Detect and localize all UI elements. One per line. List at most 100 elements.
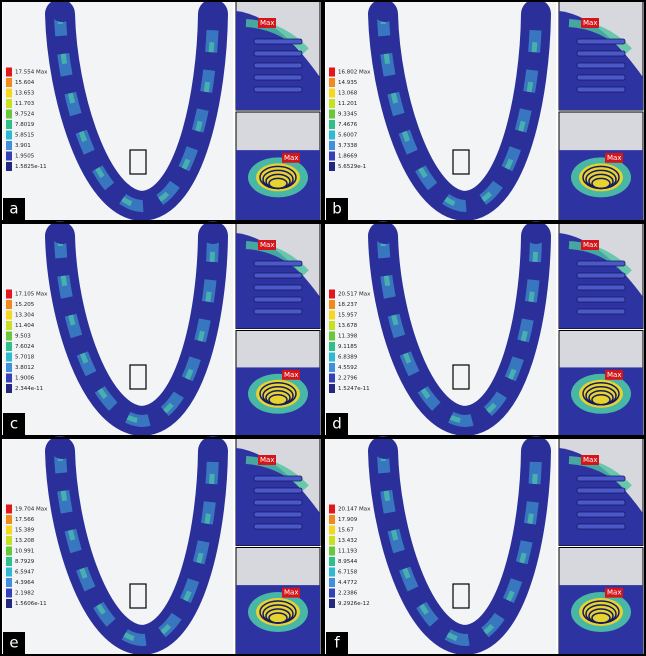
legend-swatch	[6, 321, 12, 330]
legend-swatch	[6, 536, 12, 545]
legend-label: 11.398	[338, 334, 358, 340]
thread	[254, 63, 302, 68]
legend-swatch	[329, 120, 335, 129]
legend-swatch	[329, 363, 335, 372]
panel-label: e	[9, 634, 18, 652]
thread	[254, 87, 302, 92]
thread	[577, 500, 625, 505]
legend-label: 19.704 Max	[15, 507, 48, 513]
max-tag-label: Max	[583, 456, 597, 464]
thread	[254, 75, 302, 80]
legend-swatch	[6, 332, 12, 341]
condyle	[52, 443, 72, 459]
legend-swatch	[329, 384, 335, 393]
legend-swatch	[329, 589, 335, 598]
legend-label: 13.068	[338, 91, 358, 97]
legend-label: 7.6024	[15, 344, 35, 350]
legend-label: 11.193	[338, 549, 358, 555]
condyle	[203, 228, 223, 244]
condyle	[203, 443, 223, 459]
legend-label: 5.8515	[15, 133, 35, 139]
panel: 20.517 Max18.23715.95713.67811.3989.1185…	[324, 223, 645, 436]
thread	[577, 87, 625, 92]
legend-swatch	[6, 353, 12, 362]
legend-label: 17.554 Max	[15, 70, 48, 76]
panel: 16.802 Max14.93513.06811.2019.33457.4676…	[324, 1, 645, 221]
legend-label: 15.67	[338, 528, 354, 534]
legend-label: 4.4772	[338, 580, 357, 586]
legend-swatch	[329, 131, 335, 140]
thread	[577, 75, 625, 80]
legend-swatch	[6, 374, 12, 383]
legend-label: 2.1982	[15, 591, 34, 597]
condyle	[52, 228, 72, 244]
thread	[254, 309, 302, 314]
legend-label: 1.5825e-11	[15, 164, 47, 170]
legend-swatch	[329, 599, 335, 608]
legend-swatch	[6, 599, 12, 608]
legend-label: 9.3345	[338, 112, 358, 118]
thread	[254, 297, 302, 302]
legend-label: 13.678	[338, 323, 358, 329]
legend-swatch	[6, 384, 12, 393]
legend-label: 13.653	[15, 91, 35, 97]
panel-label: c	[10, 415, 18, 433]
max-tag-label: Max	[260, 19, 274, 27]
condyle	[526, 443, 546, 459]
figure: 17.554 Max15.60413.65311.7039.75247.8019…	[0, 0, 646, 656]
thread	[577, 488, 625, 493]
legend-label: 1.8669	[338, 154, 358, 160]
condyle	[375, 443, 395, 459]
legend-label: 3.7338	[338, 143, 358, 149]
thread	[577, 476, 625, 481]
legend-label: 4.3964	[15, 580, 35, 586]
legend-label: 9.7524	[15, 112, 35, 118]
legend-label: 3.8012	[15, 365, 34, 371]
legend-label: 20.517 Max	[338, 292, 371, 298]
legend-label: 1.5606e-11	[15, 601, 47, 607]
max-tag-label: Max	[607, 589, 621, 597]
thread	[254, 524, 302, 529]
legend-swatch	[329, 515, 335, 524]
legend-swatch	[6, 300, 12, 309]
legend-swatch	[6, 515, 12, 524]
legend-swatch	[329, 141, 335, 150]
thread	[577, 63, 625, 68]
thread	[254, 273, 302, 278]
legend-label: 15.389	[15, 528, 35, 534]
legend-label: 15.205	[15, 302, 35, 308]
legend-label: 4.5592	[338, 365, 357, 371]
legend-swatch	[329, 300, 335, 309]
condyle	[375, 228, 395, 244]
legend-label: 5.6007	[338, 133, 358, 139]
legend-swatch	[329, 321, 335, 330]
legend-swatch	[6, 68, 12, 77]
legend-swatch	[6, 131, 12, 140]
thread	[254, 512, 302, 517]
max-tag-label: Max	[583, 241, 597, 249]
legend-label: 13.208	[15, 538, 35, 544]
legend-label: 15.957	[338, 313, 358, 319]
legend-label: 18.237	[338, 302, 358, 308]
legend-label: 11.404	[15, 323, 35, 329]
legend-swatch	[6, 589, 12, 598]
max-tag-label: Max	[284, 371, 298, 379]
thread	[577, 512, 625, 517]
legend-label: 7.8019	[15, 122, 35, 128]
panel-label: f	[334, 634, 340, 652]
legend-swatch	[6, 557, 12, 566]
max-tag-label: Max	[607, 154, 621, 162]
legend-label: 1.5247e-11	[338, 386, 370, 392]
max-tag-label: Max	[284, 154, 298, 162]
thread	[254, 261, 302, 266]
legend-label: 17.105 Max	[15, 292, 48, 298]
legend-label: 8.9544	[338, 559, 358, 565]
thread	[577, 309, 625, 314]
legend-swatch	[6, 578, 12, 587]
condyle	[375, 6, 395, 22]
legend-label: 13.304	[15, 313, 35, 319]
legend-swatch	[6, 342, 12, 351]
thread	[577, 51, 625, 56]
legend-swatch	[329, 311, 335, 320]
panel: 19.704 Max17.56615.38913.20810.9918.7929…	[1, 438, 322, 655]
